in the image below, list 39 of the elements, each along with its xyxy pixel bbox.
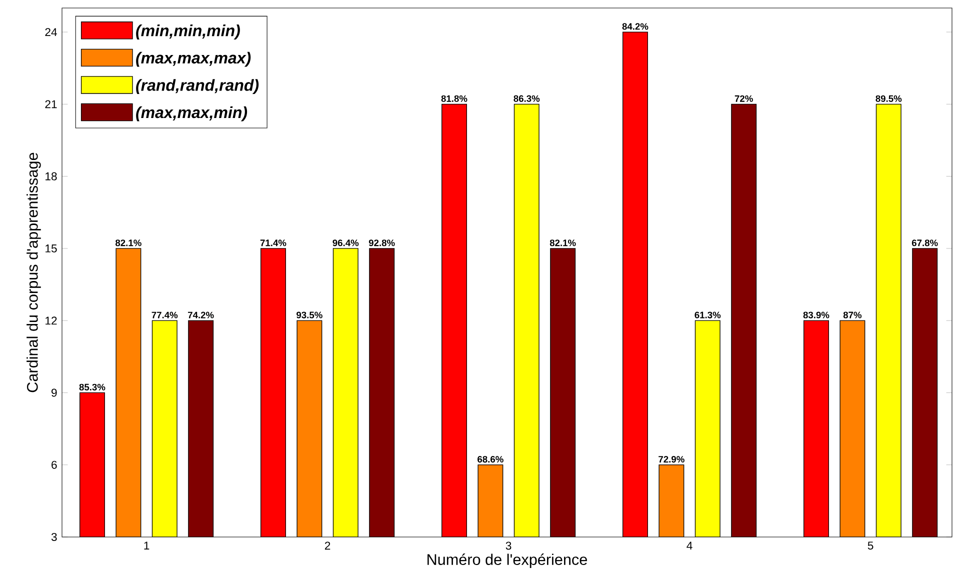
annotation: 93.5% xyxy=(296,312,322,318)
annotation: 83.9% xyxy=(803,312,830,318)
annotation: 96.4% xyxy=(332,240,359,246)
legend-label: (rand,rand,rand) xyxy=(136,79,259,94)
annotation: 61.3% xyxy=(694,312,721,318)
y-tick-label: 9 xyxy=(52,388,57,397)
annotation: 74.2% xyxy=(188,312,214,318)
annotation: 72.9% xyxy=(658,456,684,463)
annotation: 77.4% xyxy=(152,312,178,318)
annotation: 67.8% xyxy=(912,240,938,246)
annotation: 89.5% xyxy=(876,95,902,102)
annotation: 86.3% xyxy=(514,95,540,102)
y-axis-title: Cardinal du corpus d'apprentissage xyxy=(26,152,41,392)
annotation: 68.6% xyxy=(478,456,504,463)
annotation: 85.3% xyxy=(79,384,106,390)
annotation: 82.1% xyxy=(550,240,576,246)
annotation: 84.2% xyxy=(622,23,648,30)
legend-label: (min,min,min) xyxy=(136,24,240,40)
x-tick-label: 3 xyxy=(506,542,512,550)
y-tick-label: 24 xyxy=(45,28,57,36)
x-tick-label: 4 xyxy=(686,542,692,550)
x-tick-label: 5 xyxy=(868,542,874,550)
annotation: 72% xyxy=(734,95,753,102)
legend-label: (max,max,min) xyxy=(136,106,248,122)
annotation: 92.8% xyxy=(368,240,395,246)
y-tick-label: 6 xyxy=(52,460,57,469)
annotation: 71.4% xyxy=(260,240,286,246)
y-tick-label: 21 xyxy=(45,100,57,108)
y-tick-label: 3 xyxy=(51,532,57,541)
x-tick-label: 1 xyxy=(144,542,150,550)
annotation: 81.8% xyxy=(441,95,468,102)
y-tick-label: 12 xyxy=(46,316,57,325)
x-axis-title: Numéro de l'expérience xyxy=(428,554,587,568)
x-tick-label: 2 xyxy=(324,542,330,550)
annotation: 82.1% xyxy=(115,240,142,246)
annotation: 87% xyxy=(843,312,862,318)
legend-label: (max,max,max) xyxy=(136,52,251,67)
y-tick-label: 18 xyxy=(46,172,57,180)
y-tick-label: 15 xyxy=(46,244,57,252)
